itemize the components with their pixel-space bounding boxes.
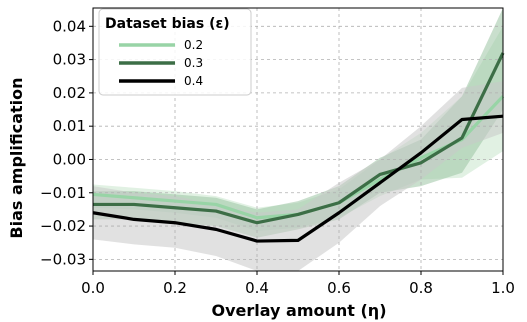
x-tick-label: 1.0 (491, 279, 515, 297)
confidence-bands (93, 8, 503, 271)
legend-label-0.4: 0.4 (184, 74, 203, 88)
x-tick-label: 0.6 (327, 279, 351, 297)
x-tick-label: 0.4 (245, 279, 269, 297)
x-tick-label: 0.8 (409, 279, 433, 297)
x-tick-label: 0.0 (81, 279, 105, 297)
y-axis-ticks: −0.03 −0.02 −0.01 0.00 0.01 0.02 0.03 0.04 (40, 17, 93, 268)
legend-items: 0.2 0.3 0.4 (119, 38, 203, 88)
series-lines (92, 52, 505, 243)
y-tick-label: 0.00 (53, 150, 86, 168)
line-series-0.3 (93, 52, 505, 225)
y-tick-label: −0.03 (40, 250, 86, 268)
x-axis-ticks: 0.0 0.2 0.4 0.6 0.8 1.0 (81, 271, 515, 297)
x-tick-label: 0.2 (163, 279, 187, 297)
y-tick-label: 0.04 (53, 17, 86, 35)
x-axis-title: Overlay amount (η) (211, 301, 386, 320)
band-series-0.4 (93, 81, 503, 271)
y-tick-label: 0.01 (53, 117, 86, 135)
y-tick-label: −0.02 (40, 217, 86, 235)
y-tick-label: −0.01 (40, 184, 86, 202)
y-axis-title: Bias amplification (7, 77, 26, 238)
legend-box (98, 8, 252, 96)
legend-label-0.2: 0.2 (184, 38, 203, 52)
plot-frame (92, 7, 504, 272)
legend: Dataset bias (ε) 0.2 0.3 0.4 (98, 8, 252, 96)
legend-label-0.3: 0.3 (184, 56, 203, 70)
y-tick-label: 0.02 (53, 84, 86, 102)
line-series-0.4 (92, 114, 504, 243)
y-tick-label: 0.03 (53, 51, 86, 69)
legend-title: Dataset bias (ε) (105, 16, 230, 32)
